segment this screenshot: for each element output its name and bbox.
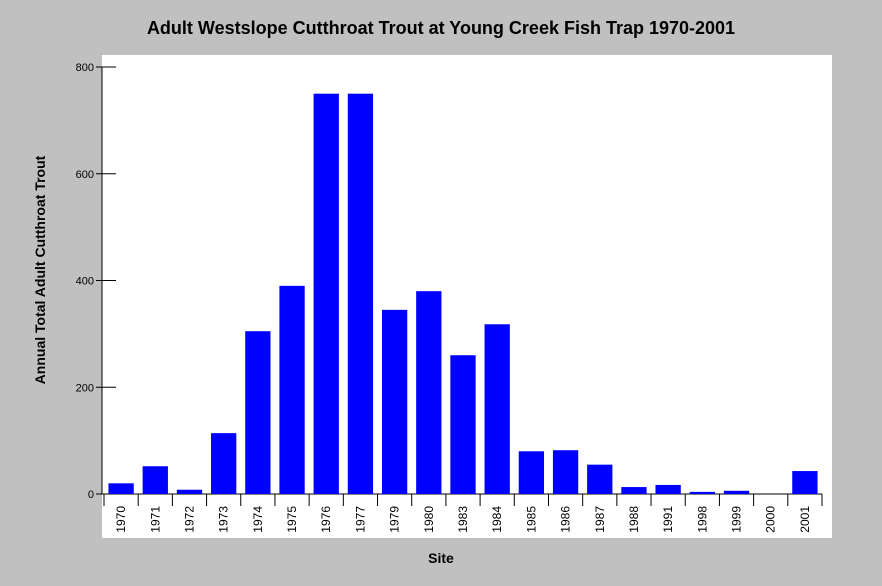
x-tick-label: 2001 [798,506,812,533]
bar [621,487,647,494]
bar [347,93,374,494]
y-axis-ticks: 0 200 400 600 800 [76,62,116,501]
bar [416,291,442,494]
bar [108,483,134,494]
y-axis-label: Annual Total Adult Cutthroat Trout [32,155,48,385]
y-tick-label: 600 [76,169,94,181]
x-tick-label: 1987 [593,506,607,533]
bar [655,484,681,494]
x-tick-label: 1980 [422,506,436,533]
x-tick-label: 1979 [388,506,402,533]
bar [176,489,203,494]
x-tick-label: 1999 [730,506,744,533]
bar [211,433,237,494]
bar [381,309,408,494]
x-tick-label: 1971 [148,506,162,533]
x-tick-label: 1974 [251,506,265,533]
x-axis-label: Site [428,550,454,566]
bar [484,324,510,494]
bar [723,490,750,494]
bar [450,355,476,494]
x-tick-label: 1972 [182,506,196,533]
x-tick-label: 1986 [559,506,573,533]
bar [518,451,545,494]
bar [279,285,305,494]
x-axis-ticks: 1970 1971 1972 1973 1974 1975 1976 1977 1979 1980… [103,494,823,533]
x-tick-label: 1977 [353,506,367,533]
bar [587,464,613,494]
bars [108,93,818,494]
x-tick-label: 1991 [661,506,675,533]
y-tick-label: 400 [76,276,94,288]
y-tick-label: 0 [88,489,94,501]
x-tick-label: 1973 [217,506,231,533]
chart-title: Adult Westslope Cutthroat Trout at Young… [146,18,736,38]
x-tick-label: 1983 [456,506,470,533]
x-tick-label: 1984 [490,506,504,533]
bar [313,93,339,494]
bar [792,471,818,494]
x-tick-label: 1998 [695,506,709,533]
x-tick-label: 1976 [319,506,333,533]
bar [689,491,715,494]
x-tick-label: 1985 [524,506,538,533]
bar [142,466,168,494]
x-tick-label: 2000 [764,506,778,533]
x-tick-label: 1970 [114,506,128,533]
y-tick-label: 800 [76,62,94,74]
y-tick-label: 200 [76,382,94,394]
x-tick-label: 1988 [627,506,641,533]
x-tick-label: 1975 [285,506,299,533]
bar [552,450,579,494]
bar [245,331,271,494]
